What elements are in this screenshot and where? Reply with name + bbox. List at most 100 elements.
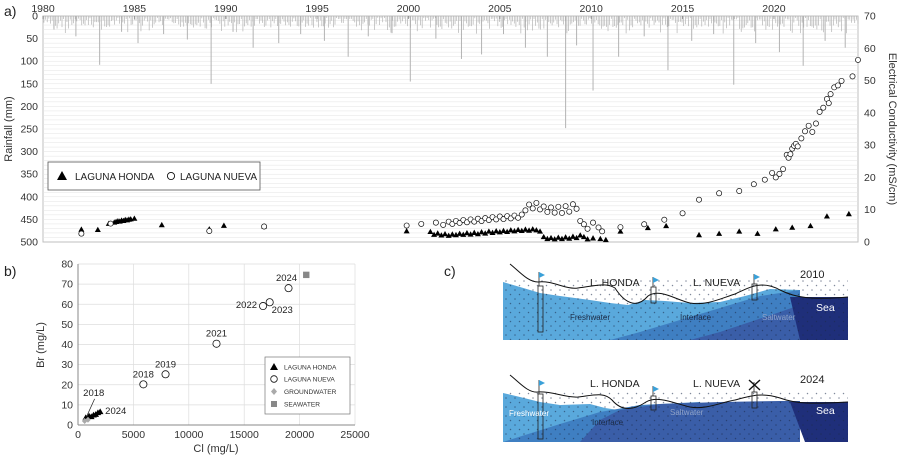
year-annotation: 2022 <box>236 300 257 311</box>
legend-b-seawater: SEAWATER <box>284 402 320 409</box>
seawater-point <box>303 271 310 279</box>
laguna-nueva-point <box>555 203 562 210</box>
laguna-nueva-point <box>562 203 569 210</box>
laguna-honda-point <box>823 213 830 219</box>
laguna-nueva-point <box>584 225 591 232</box>
laguna-honda-point <box>577 232 584 238</box>
laguna-nueva-point <box>206 228 213 234</box>
legend-b-honda: LAGUNA HONDA <box>284 365 337 372</box>
ground-surface-2010 <box>509 263 849 305</box>
ec-tick-label: 50 <box>864 75 876 87</box>
rainfall-tick-label: 500 <box>20 237 38 249</box>
legend-laguna-nueva: LAGUNA NUEVA <box>180 172 257 183</box>
laguna-honda-point <box>474 230 481 237</box>
label-interface-2010: Interface <box>680 313 712 322</box>
ec-tick-label: 40 <box>864 107 876 119</box>
laguna-honda-point <box>456 230 463 236</box>
laguna-nueva-point <box>139 380 148 389</box>
year-annotation: 2024 <box>105 406 126 417</box>
legend-b-groundwater: GROUNDWATER <box>284 389 337 396</box>
laguna-nueva-point <box>750 181 757 188</box>
laguna-nueva-point <box>679 210 686 217</box>
laguna-honda-point <box>584 236 591 242</box>
laguna-honda-point <box>573 234 580 241</box>
laguna-nueva-point <box>573 205 580 212</box>
laguna-nueva-point <box>440 221 447 228</box>
panel-b-legend: LAGUNA HONDA LAGUNA NUEVA GROUNDWATER SE… <box>264 356 351 415</box>
laguna-nueva-point <box>696 196 702 203</box>
legend-b-square <box>271 401 277 407</box>
rainfall-tick-label: 100 <box>20 56 38 68</box>
laguna-nueva-point <box>772 174 779 181</box>
year-tick-label: 1985 <box>123 3 147 15</box>
annotation-leader-line <box>86 398 95 417</box>
cross-mark-icon <box>748 379 761 391</box>
laguna-honda-point <box>442 230 449 237</box>
laguna-nueva-point <box>820 104 827 111</box>
laguna-honda-point <box>772 226 779 232</box>
laguna-honda-point <box>736 228 743 234</box>
laguna-nueva-point <box>515 214 522 221</box>
flag-icon <box>653 277 659 283</box>
y-tick-label: 10 <box>61 399 73 411</box>
ground-surface-2024 <box>509 374 849 409</box>
laguna-honda-point <box>507 227 514 233</box>
laguna-nueva-point <box>849 73 856 80</box>
year-tick-label: 1980 <box>31 3 55 15</box>
laguna-nueva-point <box>802 128 808 135</box>
laguna-honda-point <box>644 224 651 231</box>
panel-b-chart: 0 5000 10000 15000 20000 25000 0 10 20 30 40 50 60 7… <box>35 259 370 456</box>
laguna-honda-point <box>602 236 609 243</box>
laguna-honda-point <box>467 231 474 237</box>
panel-a-left-axis-title: Rainfall (mm) <box>3 96 15 161</box>
laguna-honda-point <box>522 226 529 232</box>
flag-icon <box>754 274 760 280</box>
rainfall-tick-label: 400 <box>20 191 38 203</box>
laguna-nueva-point <box>825 100 832 107</box>
y-tick-label: 30 <box>61 359 73 371</box>
laguna-honda-point <box>504 228 511 234</box>
laguna-nueva-point <box>816 108 823 115</box>
panel-a-label: a) <box>4 3 16 19</box>
laguna-nueva-point <box>855 56 861 63</box>
y-tick-label: 70 <box>61 279 73 291</box>
legend-b-diamond <box>271 388 277 395</box>
laguna-nueva-point <box>780 166 787 172</box>
laguna-nueva-point <box>284 284 293 293</box>
year-tick-label: 2010 <box>580 3 604 15</box>
label-sea-2024: Sea <box>816 405 835 417</box>
panel-a-rainfall-ticks: 0 50 100 150 200 250 300 350 400 450 500 <box>20 11 38 249</box>
laguna-honda-point <box>663 222 670 229</box>
ec-tick-label: 70 <box>864 11 876 23</box>
label-saltwater-2010: Saltwater <box>762 313 796 322</box>
laguna-honda-point <box>403 228 410 234</box>
x-tick-label: 5000 <box>122 429 146 441</box>
laguna-honda-point <box>580 233 587 240</box>
rainfall-tick-label: 350 <box>20 169 38 181</box>
laguna-honda-point <box>558 235 565 242</box>
well-3-2010 <box>751 283 758 301</box>
laguna-nueva-point <box>161 370 170 379</box>
legend-circle-marker <box>166 171 176 181</box>
well-3-2024 <box>751 391 758 409</box>
laguna-nueva-point <box>641 221 648 228</box>
panel-b-legend-box <box>264 356 351 415</box>
laguna-honda-point <box>696 231 703 238</box>
sediment-dots-2024 <box>503 390 848 442</box>
panel-b-label: b) <box>4 263 16 279</box>
ec-tick-label: 30 <box>864 140 876 152</box>
label-interface-2024: Interface <box>592 418 624 427</box>
laguna-nueva-point <box>827 91 834 98</box>
panel-a-legend-box <box>47 161 261 191</box>
flag-icon <box>653 386 659 392</box>
laguna-honda-point <box>533 227 540 233</box>
sediment-dots-2010 <box>503 280 848 340</box>
laguna-nueva-point <box>544 209 551 215</box>
panel-a-ec-points <box>78 56 861 243</box>
laguna-nueva-point <box>736 188 743 194</box>
laguna-honda-point <box>540 233 547 240</box>
label-freshwater-2024: Freshwater <box>509 409 549 418</box>
panel-b-points <box>81 271 310 424</box>
laguna-honda-point <box>478 229 485 235</box>
